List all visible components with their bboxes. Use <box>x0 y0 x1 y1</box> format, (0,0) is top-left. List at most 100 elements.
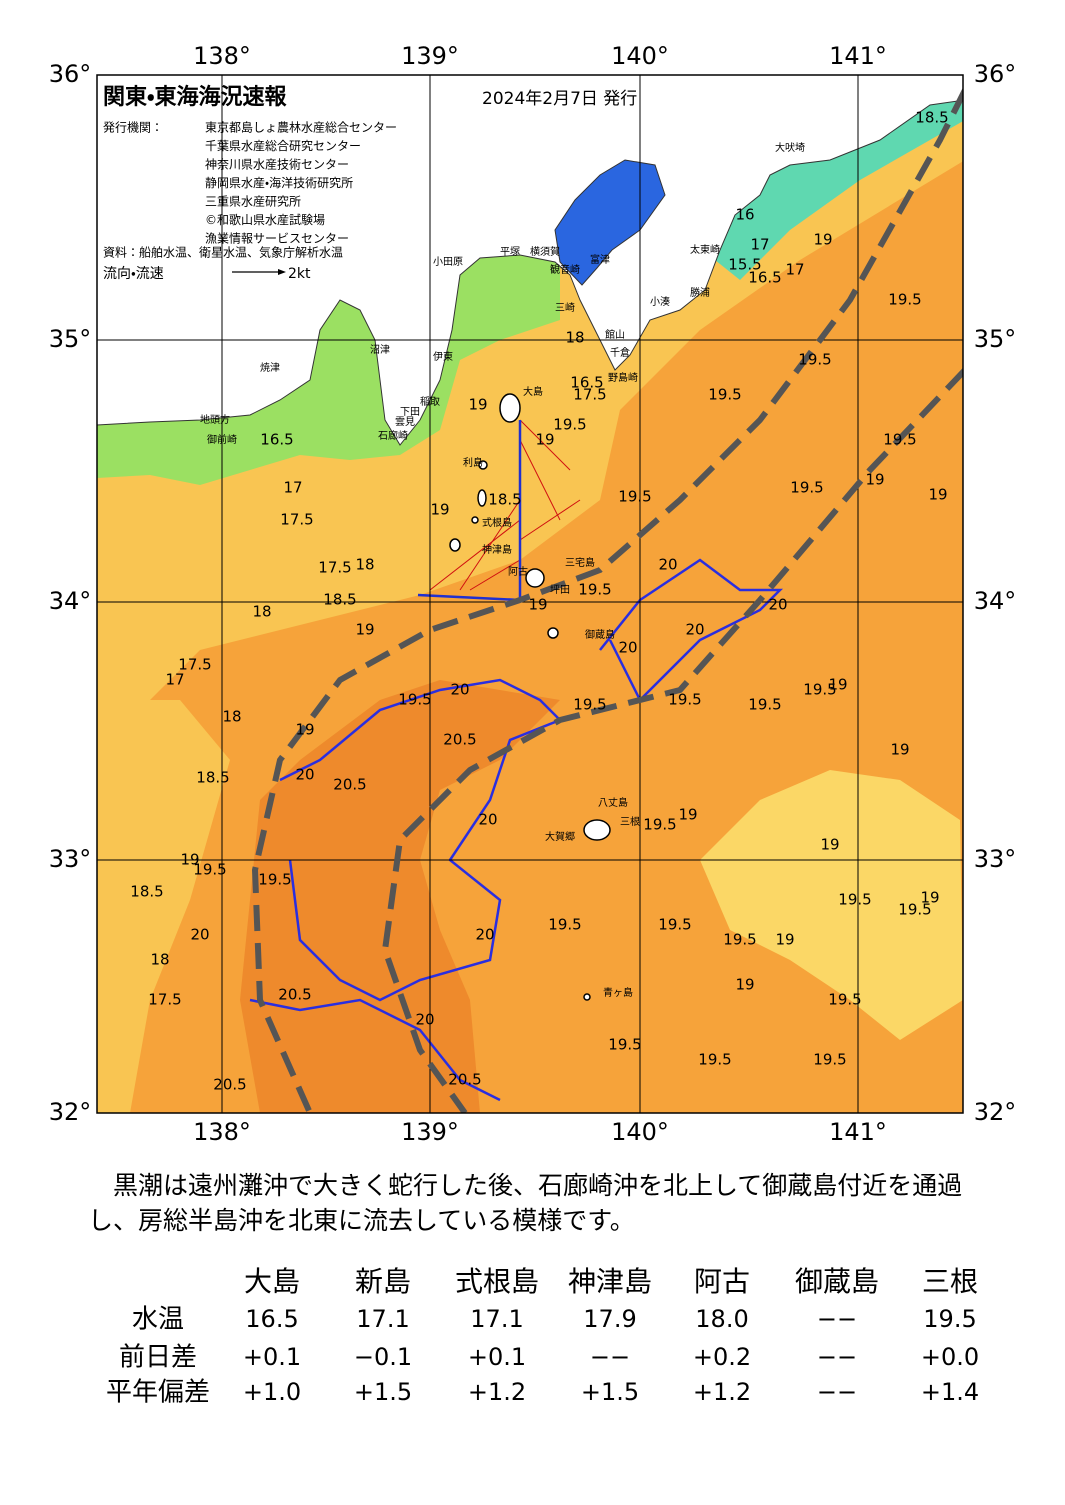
legend-label: 流向・流速 <box>103 266 164 282</box>
issuer: 神奈川県水産技術センター <box>205 157 349 172</box>
table-cell: +0.0 <box>921 1343 979 1371</box>
place-name: 御前崎 <box>207 433 237 446</box>
isotherm-label: 19 <box>528 596 547 614</box>
source-note: 資料：船舶水温、衛星水温、気象庁解析水温 <box>103 245 343 260</box>
table-cell: 18.0 <box>695 1305 748 1333</box>
lat-label: 35° <box>974 325 1017 353</box>
isotherm-label: 16.5 <box>748 269 781 287</box>
table-cell: +1.5 <box>581 1378 639 1406</box>
column-header: 阿古 <box>694 1265 750 1298</box>
table-cell: −− <box>817 1378 857 1406</box>
table-cell: +1.4 <box>921 1378 979 1406</box>
isotherm-label: 15.5 <box>728 256 761 274</box>
place-name: 八丈島 <box>598 796 628 809</box>
table-cell: 17.1 <box>356 1305 409 1333</box>
coastal-zone-west <box>97 700 230 1113</box>
isotherm-label: 17.5 <box>573 386 606 404</box>
isotherm-label: 18.5 <box>196 769 229 787</box>
ship-tracks <box>429 419 581 591</box>
isotherm-label: 20.5 <box>213 1076 246 1094</box>
lon-label: 139° <box>401 1118 459 1146</box>
isotherm-label: 18 <box>222 708 241 726</box>
isotherm-label: 19 <box>180 851 199 869</box>
isotherm-label: 17.5 <box>178 656 211 674</box>
table-cell: +1.5 <box>354 1378 412 1406</box>
isotherm-label: 17 <box>283 479 302 497</box>
column-header: 御蔵島 <box>795 1265 879 1298</box>
isotherm-label: 16.5 <box>570 374 603 392</box>
isotherm-label: 19 <box>890 741 909 759</box>
isotherm-label: 20 <box>658 556 677 574</box>
issuer-label: 発行機関： <box>103 121 163 135</box>
isotherm-label: 18.5 <box>915 109 948 127</box>
place-name: 三崎 <box>555 301 575 314</box>
lat-label: 32° <box>974 1098 1017 1126</box>
cool-patch <box>700 770 963 1040</box>
isotherm-label: 19.5 <box>838 891 871 909</box>
isotherm-label: 17.5 <box>280 511 313 529</box>
isotherm-label: 19.5 <box>708 386 741 404</box>
place-name: 大島 <box>523 385 543 398</box>
isotherm-label: 19 <box>678 806 697 824</box>
map-labels: 大吠埼太東崎勝浦小湊館山千倉野島崎富津観音崎横須賀平塚小田原三崎大島利島式根島神… <box>130 109 948 1094</box>
isotherm-label: 19.5 <box>883 431 916 449</box>
isotherm-label: 19.5 <box>608 1036 641 1054</box>
isotherm-label: 19.5 <box>578 581 611 599</box>
column-header: 大島 <box>244 1265 300 1298</box>
isotherm-label: 19 <box>468 396 487 414</box>
place-name: 稲取 <box>420 396 440 408</box>
table-cell: +1.2 <box>468 1378 526 1406</box>
lon-label: 138° <box>193 1118 251 1146</box>
table-cell: −0.1 <box>354 1343 412 1371</box>
isotherm-label: 20.5 <box>448 1071 481 1089</box>
isotherm-label: 20.5 <box>443 731 476 749</box>
isotherm-label: 19 <box>430 501 449 519</box>
isotherm-label: 18.5 <box>130 883 163 901</box>
isotherm-label: 18 <box>355 556 374 574</box>
map-frame <box>96 74 964 1114</box>
place-name: 阿古 <box>508 565 528 578</box>
lon-label: 140° <box>611 42 669 70</box>
column-header: 神津島 <box>568 1265 652 1298</box>
isotherm-label: 17 <box>165 671 184 689</box>
place-name: 小田原 <box>433 256 463 268</box>
isotherm-label: 19.5 <box>193 861 226 879</box>
row-label: 水温 <box>132 1305 184 1335</box>
place-name: 御蔵島 <box>585 628 615 641</box>
isotherm-label: 19 <box>535 431 554 449</box>
place-name: 三根 <box>620 815 640 828</box>
lat-label: 34° <box>49 587 92 615</box>
isotherm-label: 19 <box>735 976 754 994</box>
issuer: ©和歌山県水産試験場 <box>205 212 325 227</box>
isotherm-label: 19.5 <box>553 416 586 434</box>
lon-label: 141° <box>829 1118 887 1146</box>
lat-label: 33° <box>49 845 92 873</box>
table-cell: −− <box>817 1305 857 1333</box>
column-header: 新島 <box>355 1265 411 1298</box>
isotherm-label: 20.5 <box>333 776 366 794</box>
table-cell: +0.1 <box>243 1343 301 1371</box>
isotherm-label: 19 <box>928 486 947 504</box>
isotherm-label: 20 <box>415 1011 434 1029</box>
graticule <box>97 75 963 1113</box>
place-name: 三宅島 <box>565 556 595 569</box>
isotherm-label: 16.5 <box>260 431 293 449</box>
place-name: 式根島 <box>482 516 512 529</box>
isotherm-label: 20 <box>618 639 637 657</box>
place-name: 平塚 <box>500 246 520 258</box>
table-cell: +0.1 <box>468 1343 526 1371</box>
isotherm-label: 20 <box>478 811 497 829</box>
table-cell: 19.5 <box>923 1305 976 1333</box>
place-name: 野島崎 <box>608 371 638 384</box>
place-name: 焼津 <box>260 362 280 374</box>
place-name: 小湊 <box>650 295 670 308</box>
isotherm-label: 19.5 <box>748 696 781 714</box>
isotherm-label: 19.5 <box>803 681 836 699</box>
isotherm-label: 18 <box>565 329 584 347</box>
place-name: 石廊崎 <box>378 429 408 442</box>
issuer: 三重県水産研究所 <box>205 195 301 209</box>
lon-label: 138° <box>193 42 251 70</box>
isotherm-label: 17.5 <box>148 991 181 1009</box>
place-name: 大吠埼 <box>775 141 805 154</box>
